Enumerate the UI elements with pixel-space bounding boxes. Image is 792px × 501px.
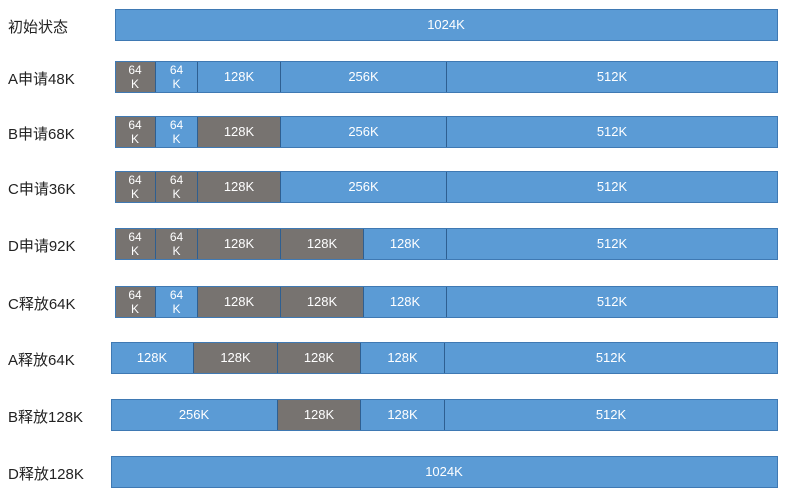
row-label: D释放128K: [8, 466, 84, 483]
free-block: 1024K: [111, 456, 778, 488]
row-label: B释放128K: [8, 409, 84, 426]
free-block: 128K: [364, 286, 447, 318]
allocated-block: 128K: [198, 116, 281, 148]
free-block: 256K: [111, 399, 278, 431]
free-block: 512K: [445, 342, 778, 374]
free-block: 128K: [198, 61, 281, 93]
allocated-block: 128K: [281, 286, 364, 318]
free-block: 512K: [447, 61, 778, 93]
free-block: 256K: [281, 61, 447, 93]
allocated-block: 64 K: [115, 116, 156, 148]
allocated-block: 64 K: [156, 171, 198, 203]
allocated-block: 128K: [198, 286, 281, 318]
memory-bar: 64 K 64 K 128K 256K 512K: [115, 171, 778, 203]
free-block: 64 K: [156, 286, 198, 318]
free-block: 512K: [445, 399, 778, 431]
free-block: 1024K: [115, 9, 778, 41]
allocated-block: 64 K: [115, 228, 156, 260]
memory-bar: 64 K 64 K 128K 256K 512K: [115, 61, 778, 93]
row-label: D申请92K: [8, 238, 76, 255]
free-block: 512K: [447, 228, 778, 260]
free-block: 128K: [361, 399, 445, 431]
allocated-block: 128K: [278, 342, 361, 374]
allocated-block: 64 K: [156, 228, 198, 260]
memory-bar: 128K 128K 128K 128K 512K: [111, 342, 778, 374]
row-label: A释放64K: [8, 352, 75, 369]
row-label: A申请48K: [8, 71, 75, 88]
allocated-block: 128K: [281, 228, 364, 260]
free-block: 64 K: [156, 116, 198, 148]
free-block: 256K: [281, 171, 447, 203]
allocated-block: 64 K: [115, 171, 156, 203]
memory-bar: 1024K: [111, 456, 778, 488]
memory-bar: 1024K: [115, 9, 778, 41]
allocated-block: 128K: [194, 342, 278, 374]
memory-bar: 64 K 64 K 128K 128K 128K 512K: [115, 286, 778, 318]
allocated-block: 64 K: [115, 286, 156, 318]
free-block: 512K: [447, 286, 778, 318]
free-block: 512K: [447, 171, 778, 203]
free-block: 64 K: [156, 61, 198, 93]
allocated-block: 128K: [198, 171, 281, 203]
free-block: 128K: [111, 342, 194, 374]
row-label: C释放64K: [8, 296, 76, 313]
allocated-block: 128K: [278, 399, 361, 431]
free-block: 256K: [281, 116, 447, 148]
allocated-block: 128K: [198, 228, 281, 260]
memory-bar: 256K 128K 128K 512K: [111, 399, 778, 431]
free-block: 512K: [447, 116, 778, 148]
row-label: C申请36K: [8, 181, 76, 198]
memory-bar: 64 K 64 K 128K 256K 512K: [115, 116, 778, 148]
allocated-block: 64 K: [115, 61, 156, 93]
row-label: 初始状态: [8, 19, 69, 36]
row-label: B申请68K: [8, 126, 75, 143]
memory-bar: 64 K 64 K 128K 128K 128K 512K: [115, 228, 778, 260]
free-block: 128K: [361, 342, 445, 374]
free-block: 128K: [364, 228, 447, 260]
